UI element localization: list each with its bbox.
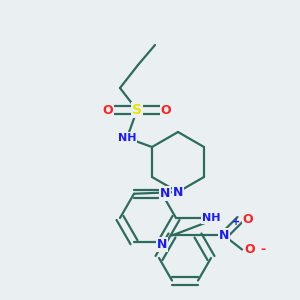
Text: O: O xyxy=(161,103,171,116)
Text: O: O xyxy=(103,103,113,116)
Text: S: S xyxy=(132,103,142,117)
Text: NH: NH xyxy=(202,213,220,223)
Text: NH: NH xyxy=(118,133,136,143)
Text: N: N xyxy=(173,185,183,199)
Text: O: O xyxy=(243,213,253,226)
Text: NH: NH xyxy=(118,133,136,143)
Text: -: - xyxy=(260,244,265,256)
Text: N: N xyxy=(157,238,167,251)
Text: NH: NH xyxy=(202,213,220,223)
Text: N: N xyxy=(173,185,183,199)
Text: N: N xyxy=(219,229,229,242)
Text: O: O xyxy=(103,103,113,116)
Text: O: O xyxy=(243,213,253,226)
Text: +: + xyxy=(232,218,240,227)
Text: O: O xyxy=(245,243,255,256)
Text: NH: NH xyxy=(118,133,136,143)
Text: N: N xyxy=(160,187,170,200)
Text: N: N xyxy=(219,229,229,242)
Text: O: O xyxy=(161,103,171,116)
Text: S: S xyxy=(132,103,142,117)
Text: O: O xyxy=(245,243,255,256)
Text: N: N xyxy=(160,187,170,200)
Text: N: N xyxy=(173,185,183,199)
Text: N: N xyxy=(157,238,167,251)
